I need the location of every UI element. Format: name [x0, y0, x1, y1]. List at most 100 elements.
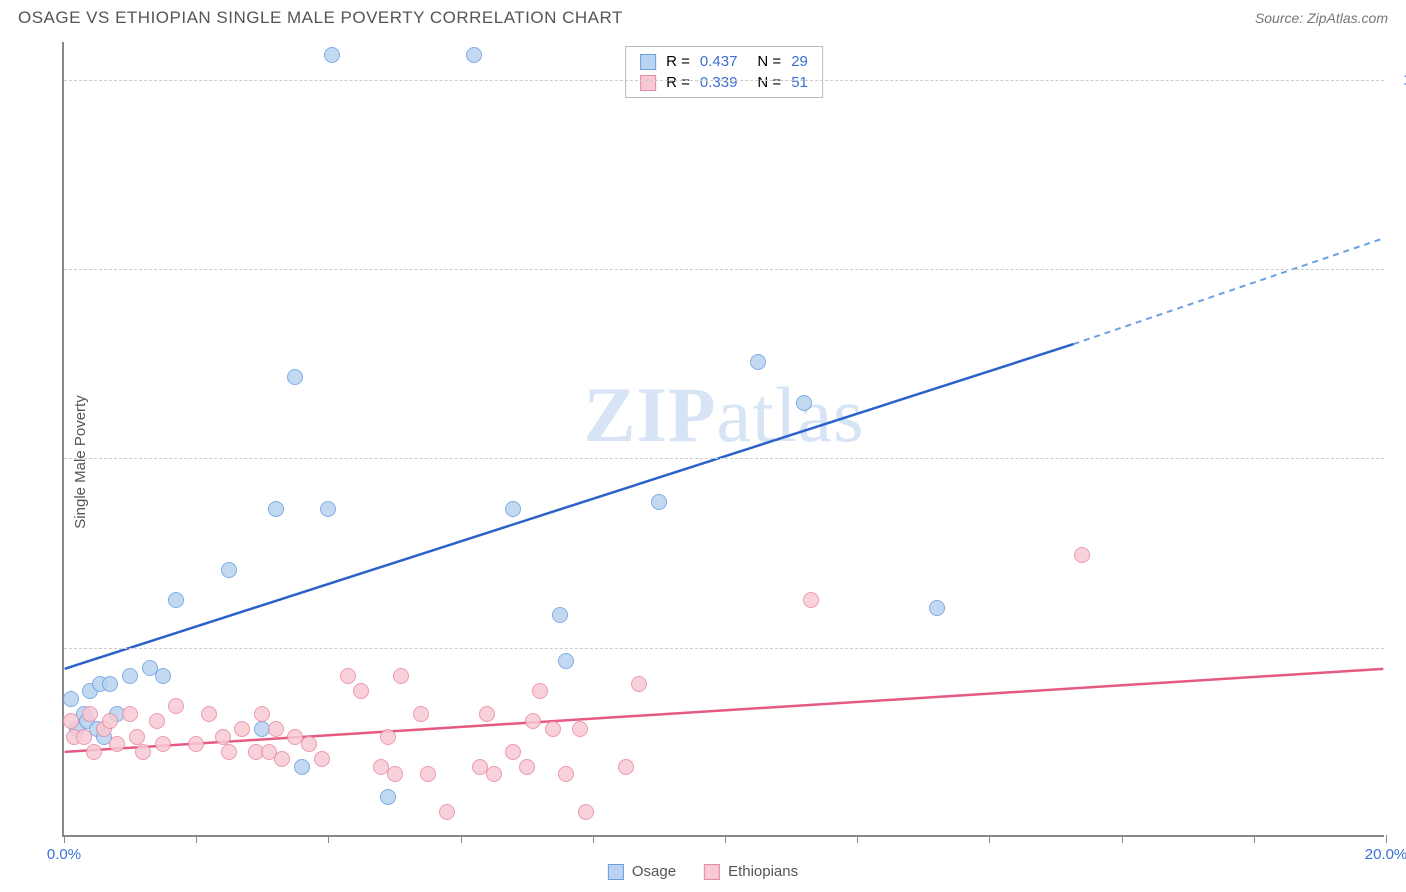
data-point: [268, 501, 284, 517]
data-point: [803, 592, 819, 608]
data-point: [380, 729, 396, 745]
gridline: [64, 458, 1384, 459]
data-point: [387, 766, 403, 782]
data-point: [274, 751, 290, 767]
data-point: [505, 744, 521, 760]
data-point: [129, 729, 145, 745]
data-point: [558, 766, 574, 782]
chart-container: Single Male Poverty ZIPatlas R = 0.437N …: [18, 42, 1388, 882]
x-tick: [328, 835, 329, 843]
data-point: [380, 789, 396, 805]
data-point: [76, 729, 92, 745]
stat-r-value: 0.437: [700, 53, 738, 70]
data-point: [466, 47, 482, 63]
source-credit: Source: ZipAtlas.com: [1255, 10, 1388, 26]
x-tick-label: 0.0%: [47, 846, 81, 863]
data-point: [86, 744, 102, 760]
data-point: [505, 501, 521, 517]
data-point: [268, 721, 284, 737]
legend-label-osage: Osage: [632, 863, 676, 880]
data-point: [221, 562, 237, 578]
swatch-icon: [640, 54, 656, 70]
legend-label-ethiopians: Ethiopians: [728, 863, 798, 880]
gridline: [64, 80, 1384, 81]
data-point: [102, 713, 118, 729]
data-point: [439, 804, 455, 820]
data-point: [122, 668, 138, 684]
data-point: [188, 736, 204, 752]
data-point: [109, 736, 125, 752]
x-tick: [1386, 835, 1387, 843]
data-point: [519, 759, 535, 775]
data-point: [750, 354, 766, 370]
data-point: [479, 706, 495, 722]
data-point: [201, 706, 217, 722]
data-point: [631, 676, 647, 692]
legend-item-osage: Osage: [608, 863, 676, 880]
watermark: ZIPatlas: [584, 370, 865, 460]
stat-n-value: 51: [791, 74, 808, 91]
swatch-icon: [640, 75, 656, 91]
x-tick: [593, 835, 594, 843]
stats-legend: R = 0.437N = 29R = 0.339N = 51: [625, 46, 823, 98]
series-legend: Osage Ethiopians: [608, 863, 798, 880]
data-point: [353, 683, 369, 699]
data-point: [63, 713, 79, 729]
data-point: [572, 721, 588, 737]
y-tick-label: 75.0%: [1394, 261, 1406, 278]
data-point: [796, 395, 812, 411]
stat-r-label: R =: [666, 74, 690, 91]
gridline: [64, 269, 1384, 270]
x-tick: [857, 835, 858, 843]
swatch-ethiopians-icon: [704, 864, 720, 880]
data-point: [301, 736, 317, 752]
x-tick: [989, 835, 990, 843]
x-tick: [1254, 835, 1255, 843]
data-point: [324, 47, 340, 63]
data-point: [168, 698, 184, 714]
stat-n-label: N =: [757, 74, 781, 91]
stat-n-label: N =: [757, 53, 781, 70]
data-point: [168, 592, 184, 608]
data-point: [215, 729, 231, 745]
data-point: [651, 494, 667, 510]
data-point: [122, 706, 138, 722]
data-point: [929, 600, 945, 616]
data-point: [320, 501, 336, 517]
data-point: [545, 721, 561, 737]
data-point: [618, 759, 634, 775]
data-point: [420, 766, 436, 782]
data-point: [486, 766, 502, 782]
stats-row: R = 0.339 N = 51: [640, 72, 808, 93]
gridline: [64, 648, 1384, 649]
data-point: [1074, 547, 1090, 563]
y-tick-label: 50.0%: [1394, 450, 1406, 467]
x-tick: [64, 835, 65, 843]
swatch-osage-icon: [608, 864, 624, 880]
x-tick: [196, 835, 197, 843]
data-point: [558, 653, 574, 669]
data-point: [294, 759, 310, 775]
y-tick-label: 100.0%: [1394, 71, 1406, 88]
x-tick: [725, 835, 726, 843]
data-point: [578, 804, 594, 820]
data-point: [532, 683, 548, 699]
stats-row: R = 0.437N = 29: [640, 51, 808, 72]
data-point: [340, 668, 356, 684]
plot-area: ZIPatlas R = 0.437N = 29R = 0.339N = 51 …: [62, 42, 1384, 837]
stat-r-label: R =: [666, 53, 690, 70]
stat-r-value: 0.339: [700, 74, 738, 91]
data-point: [221, 744, 237, 760]
data-point: [525, 713, 541, 729]
data-point: [82, 706, 98, 722]
data-point: [393, 668, 409, 684]
data-point: [314, 751, 330, 767]
x-tick-label: 20.0%: [1365, 846, 1406, 863]
data-point: [254, 706, 270, 722]
x-tick: [461, 835, 462, 843]
data-point: [552, 607, 568, 623]
data-point: [155, 736, 171, 752]
data-point: [234, 721, 250, 737]
chart-title: OSAGE VS ETHIOPIAN SINGLE MALE POVERTY C…: [18, 8, 623, 28]
data-point: [102, 676, 118, 692]
